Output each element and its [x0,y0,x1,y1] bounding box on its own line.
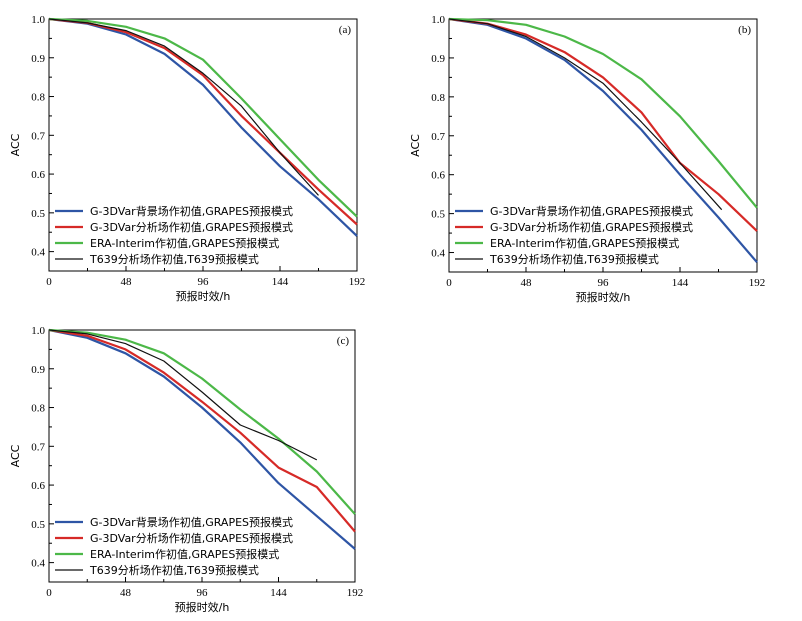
y-axis-title: ACC [9,444,22,467]
legend-entry: ERA-Interim作初值,GRAPES预报模式 [490,236,679,250]
legend-entry: T639分析场作初值,T639预报模式 [89,252,259,266]
y-tick-label: 0.4 [31,558,45,570]
legend-entry: G-3DVar分析场作初值,GRAPES预报模式 [90,531,293,545]
y-tick-label: 0.9 [431,53,445,65]
x-tick-label: 48 [521,277,533,289]
chart-panel-1: 0 48 96 144 192 0.4 0.5 0.6 0.7 0.8 0.9 1.0 预报时效/h AC… [9,14,365,303]
y-tick-label: 0.9 [31,53,45,65]
y-tick-label: 0.7 [431,131,445,143]
chart-panel-2: 0 48 96 144 192 0.4 0.5 0.6 0.7 0.8 0.9 1.0 预报时效/h AC… [409,14,765,304]
y-axis-title: ACC [9,133,22,156]
x-axis-title: 预报时效/h [576,290,631,304]
series-line-1 [448,17,758,264]
y-tick-label: 0.4 [31,247,45,259]
panel-label: (c) [337,335,350,347]
legend-entry: G-3DVar分析场作初值,GRAPES预报模式 [490,220,693,234]
y-tick-label: 0.6 [431,170,445,182]
series-line-3 [448,17,758,209]
series-line-4 [48,18,319,196]
x-tick-label: 144 [272,276,289,288]
y-tick-label: 0.5 [31,519,45,531]
x-axis-title: 预报时效/h [175,600,230,614]
x-axis-title: 预报时效/h [176,289,231,303]
panel-label: (a) [339,24,352,36]
y-tick-label: 0.9 [31,364,45,376]
y-tick-label: 0.5 [431,209,445,221]
x-tick-label: 144 [270,587,287,599]
y-tick-label: 0.5 [31,208,45,220]
y-tick-label: 0.8 [31,92,45,104]
legend-entry: ERA-Interim作初值,GRAPES预报模式 [90,236,279,250]
x-tick-label: 144 [672,277,689,289]
legend-entry: ERA-Interim作初值,GRAPES预报模式 [90,547,279,561]
y-tick-label: 0.7 [31,441,45,453]
series-line-2 [448,17,758,232]
series-line-2 [48,328,356,533]
x-tick-label: 96 [198,276,210,288]
x-tick-label: 192 [749,277,766,289]
y-tick-label: 0.4 [431,248,445,260]
x-tick-label: 48 [120,587,132,599]
x-tick-label: 0 [446,277,452,289]
y-tick-label: 1.0 [31,14,45,26]
series-line-4 [448,18,723,211]
series-line-4 [48,329,318,461]
legend-entry: G-3DVar背景场作初值,GRAPES预报模式 [490,204,693,218]
legend-entry: G-3DVar背景场作初值,GRAPES预报模式 [90,204,293,218]
y-tick-label: 1.0 [31,325,45,337]
y-axis-title: ACC [409,134,422,157]
x-tick-label: 96 [197,587,209,599]
series-line-3 [48,17,358,218]
y-tick-label: 0.6 [31,480,45,492]
x-tick-label: 0 [46,587,52,599]
panel-label: (b) [738,24,751,36]
x-tick-label: 192 [349,276,366,288]
legend-entry: G-3DVar背景场作初值,GRAPES预报模式 [90,515,293,529]
series-line-3 [48,328,356,515]
x-tick-label: 48 [121,276,133,288]
y-tick-label: 1.0 [431,14,445,26]
chart-panel-3: 0 48 96 144 192 0.4 0.5 0.6 0.7 0.8 0.9 1.0 预报时效/h AC… [9,325,363,614]
series-line-1 [48,328,356,550]
plot-frame [448,18,758,273]
series-line-1 [48,17,358,237]
y-tick-label: 0.7 [31,130,45,142]
x-tick-label: 96 [598,277,610,289]
legend-entry: G-3DVar分析场作初值,GRAPES预报模式 [90,220,293,234]
y-tick-label: 0.8 [31,403,45,415]
x-tick-label: 192 [347,587,364,599]
legend-entry: T639分析场作初值,T639预报模式 [89,563,259,577]
legend-entry: T639分析场作初值,T639预报模式 [489,252,659,266]
y-tick-label: 0.8 [431,92,445,104]
x-tick-label: 0 [46,276,52,288]
y-tick-label: 0.6 [31,169,45,181]
